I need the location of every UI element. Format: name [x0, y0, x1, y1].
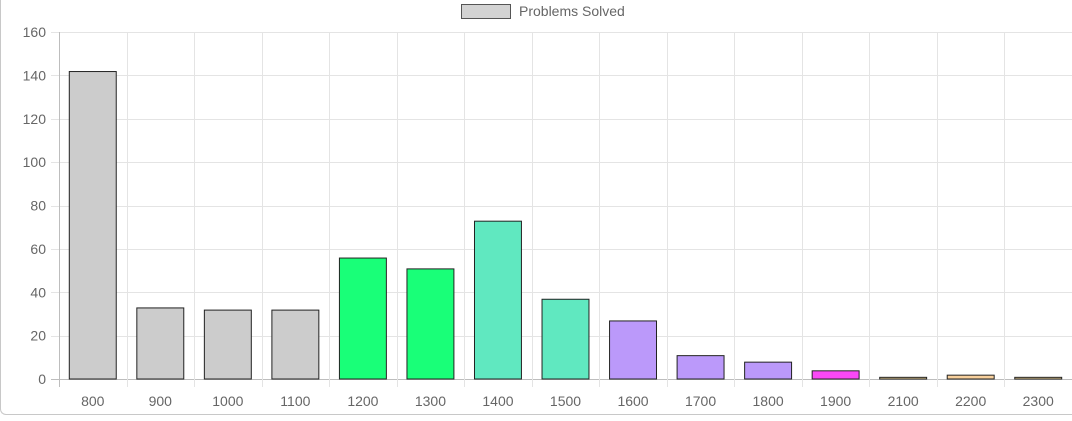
bar-2300[interactable]: [1014, 376, 1063, 380]
x-axis-ticks: 800 900 1000 1100 1200 1300 1400 1500 1600 1700 18…: [81, 393, 1054, 409]
legend-swatch[interactable]: [461, 4, 511, 19]
y-tick-label: 0: [38, 371, 46, 387]
x-tick-label: 1600: [617, 393, 648, 409]
bar-1200[interactable]: [338, 257, 387, 380]
bar-900[interactable]: [136, 307, 185, 380]
y-tick-label: 140: [23, 67, 47, 83]
x-tick-label: 1300: [415, 393, 446, 409]
bars: [68, 71, 1063, 380]
y-tick-label: 120: [23, 111, 47, 127]
bar-800[interactable]: [68, 71, 117, 380]
x-tick-label: 1400: [482, 393, 513, 409]
grid-lines: [51, 32, 1072, 387]
bar-1300[interactable]: [406, 268, 455, 380]
bar-1700[interactable]: [676, 355, 725, 380]
y-tick-label: 160: [23, 24, 47, 40]
bar-1800[interactable]: [744, 361, 793, 380]
y-tick-label: 80: [30, 198, 46, 214]
bar-1600[interactable]: [609, 320, 658, 380]
bar-2200[interactable]: [946, 374, 995, 380]
x-tick-label: 2200: [955, 393, 986, 409]
x-tick-label: 1700: [685, 393, 716, 409]
x-tick-label: 1100: [280, 393, 310, 409]
y-tick-label: 60: [30, 241, 46, 257]
y-tick-label: 100: [23, 154, 47, 170]
y-axis-ticks: 0 20 40 60 80 100 120 140 160: [23, 24, 47, 387]
bar-1500[interactable]: [541, 298, 590, 380]
x-tick-label: 800: [81, 393, 105, 409]
legend-label[interactable]: Problems Solved: [519, 3, 625, 19]
y-tick-label: 20: [30, 328, 46, 344]
bar-1400[interactable]: [473, 220, 522, 380]
bar-2100[interactable]: [879, 376, 928, 380]
x-tick-label: 1800: [753, 393, 784, 409]
bar-1100[interactable]: [271, 309, 320, 380]
legend[interactable]: Problems Solved: [461, 3, 625, 19]
x-tick-label: 1500: [550, 393, 581, 409]
bar-1900[interactable]: [811, 370, 860, 380]
x-tick-label: 1900: [820, 393, 851, 409]
bar-1000[interactable]: [203, 309, 252, 380]
y-tick-label: 40: [30, 284, 46, 300]
x-tick-label: 900: [149, 393, 173, 409]
x-tick-label: 2100: [888, 393, 919, 409]
x-tick-label: 1000: [212, 393, 243, 409]
x-tick-label: 2300: [1023, 393, 1054, 409]
x-tick-label: 1200: [347, 393, 378, 409]
